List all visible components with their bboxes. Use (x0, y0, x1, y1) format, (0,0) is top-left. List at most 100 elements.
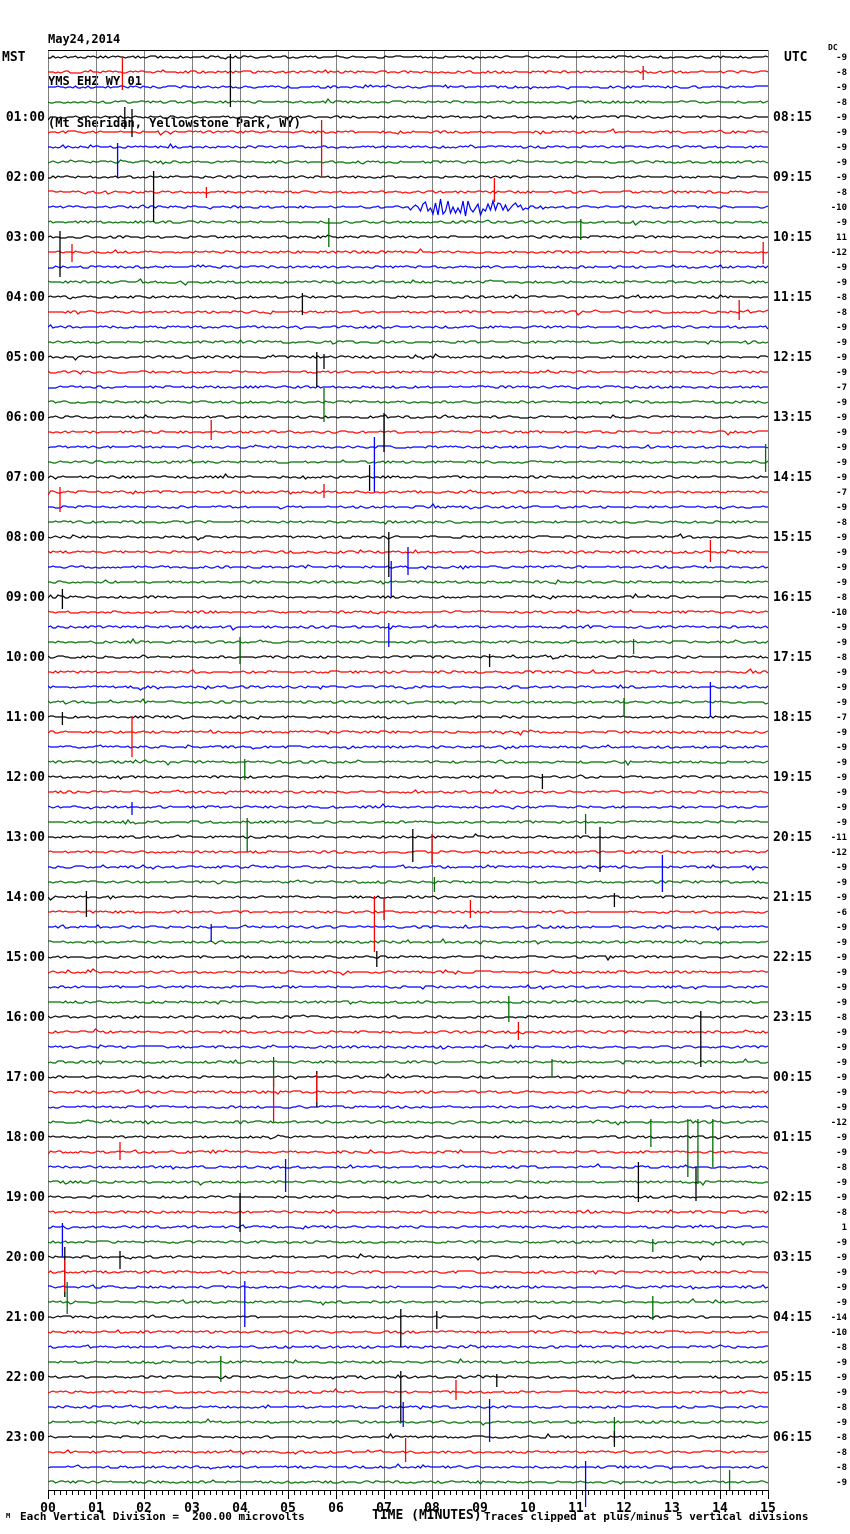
hour-label-mst: 16:00 (6, 1010, 45, 1025)
dc-offset-value: -8 (836, 293, 847, 303)
dc-offset-value: -9 (836, 83, 847, 93)
header-date: May24,2014 (48, 32, 121, 46)
trace (48, 309, 768, 316)
trace (48, 1058, 768, 1065)
trace (48, 414, 768, 420)
dc-offset-value: -9 (836, 1043, 847, 1053)
dc-offset-value: -9 (836, 668, 847, 678)
x-tick-label: 13 (664, 1501, 680, 1516)
dc-offset-value: -9 (836, 1178, 847, 1188)
trace (48, 1134, 768, 1140)
dc-offset-value: -8 (836, 653, 847, 663)
dc-offset-value: -9 (836, 728, 847, 738)
dc-offset-value: -9 (836, 278, 847, 288)
trace (48, 1209, 768, 1214)
trace (48, 472, 768, 480)
trace (48, 609, 768, 615)
hour-label-mst: 14:00 (6, 890, 45, 905)
dc-offset-value: -9 (836, 683, 847, 693)
hour-label-utc: 12:15 (773, 350, 812, 365)
dc-offset-value: -9 (836, 128, 847, 138)
dc-offset-value: -7 (836, 488, 847, 498)
trace (48, 1329, 768, 1335)
trace (48, 592, 768, 600)
x-tick-label: 09 (472, 1501, 488, 1516)
dc-offset-value: -9 (836, 53, 847, 63)
trace (48, 1149, 768, 1155)
dc-offset-value: -9 (836, 998, 847, 1008)
hour-label-utc: 05:15 (773, 1370, 812, 1385)
dc-offset-value: -9 (836, 953, 847, 963)
x-axis-title: TIME (MINUTES) (372, 1508, 482, 1523)
trace (48, 1224, 768, 1230)
hour-label-mst: 05:00 (6, 350, 45, 365)
hour-label-mst: 11:00 (6, 710, 45, 725)
trace (48, 1240, 768, 1246)
x-tick-label: 02 (136, 1501, 152, 1516)
dc-offset-value: -9 (836, 113, 847, 123)
trace (48, 533, 768, 541)
dc-offset-value: -9 (836, 218, 847, 228)
dc-offset-value: -9 (836, 353, 847, 363)
dc-offset-value: -9 (836, 1388, 847, 1398)
hour-label-mst: 18:00 (6, 1130, 45, 1145)
dc-offset-value: -11 (831, 833, 847, 843)
trace (48, 744, 768, 750)
dc-offset-value: -9 (836, 458, 847, 468)
x-tick-label: 12 (616, 1501, 632, 1516)
trace (48, 729, 768, 737)
trace (48, 1194, 768, 1200)
dc-offset-value: -9 (836, 533, 847, 543)
trace (48, 219, 768, 226)
dc-offset-value: -9 (836, 1088, 847, 1098)
hour-label-mst: 02:00 (6, 170, 45, 185)
hour-label-mst: 10:00 (6, 650, 45, 665)
trace (48, 910, 768, 914)
trace (48, 774, 768, 780)
hour-label-utc: 18:15 (773, 710, 812, 725)
trace (48, 1105, 768, 1109)
hour-label-utc: 23:15 (773, 1010, 812, 1025)
trace (48, 502, 768, 510)
dc-offset-value: -9 (836, 758, 847, 768)
dc-offset-value: -9 (836, 698, 847, 708)
trace (48, 1270, 768, 1275)
dc-offset-value: -8 (836, 1448, 847, 1458)
trace (48, 1357, 768, 1365)
trace (48, 1044, 768, 1050)
hour-label-mst: 17:00 (6, 1070, 45, 1085)
dc-offset-value: -7 (836, 383, 847, 393)
dc-offset-value: -9 (836, 503, 847, 513)
dc-offset-value: -9 (836, 923, 847, 933)
trace (48, 803, 768, 810)
hour-label-utc: 16:15 (773, 590, 812, 605)
dc-offset-value: -8 (836, 593, 847, 603)
dc-offset-value: -9 (836, 1268, 847, 1278)
dc-offset-value: -9 (836, 473, 847, 483)
hour-label-utc: 04:15 (773, 1310, 812, 1325)
trace (48, 624, 768, 631)
trace (48, 1163, 768, 1170)
dc-offset-value: -8 (836, 68, 847, 78)
trace (48, 1479, 768, 1485)
trace (48, 234, 768, 239)
trace (48, 1374, 768, 1380)
scale-note: Each Vertical Division = 200.00 microvol… (20, 1510, 305, 1523)
trace (48, 1180, 768, 1187)
dc-offset-value: -10 (831, 1328, 847, 1338)
trace (48, 1449, 768, 1455)
dc-offset-value: -8 (836, 1433, 847, 1443)
trace (48, 1463, 768, 1470)
trace (48, 833, 768, 839)
trace (48, 654, 768, 660)
dc-offset-value: -9 (836, 1148, 847, 1158)
dc-offset-value: -9 (836, 1373, 847, 1383)
dc-offset-value: -8 (836, 1343, 847, 1353)
hour-label-utc: 13:15 (773, 410, 812, 425)
trace (48, 1253, 768, 1262)
hour-label-mst: 12:00 (6, 770, 45, 785)
dc-offset-value: -10 (831, 203, 847, 213)
trace (48, 789, 768, 795)
traces (48, 54, 768, 1507)
dc-offset-value: -9 (836, 1358, 847, 1368)
